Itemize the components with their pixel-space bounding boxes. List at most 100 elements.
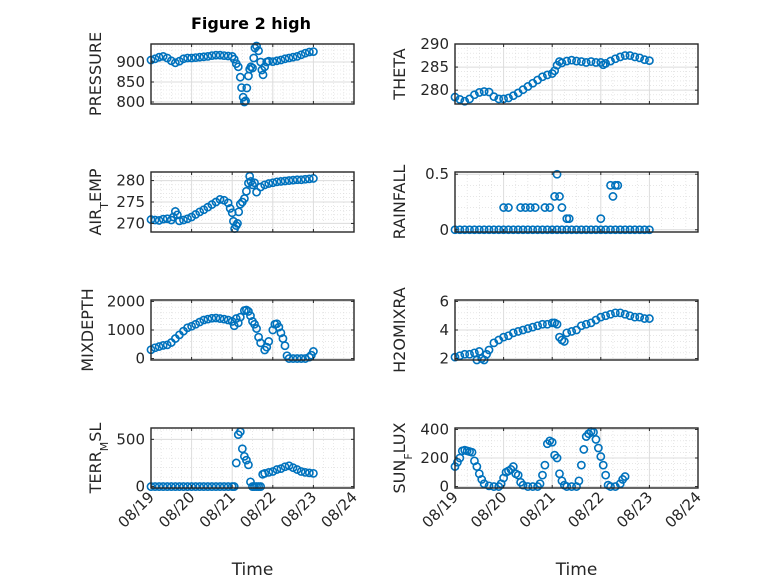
data-point [499,332,508,342]
data-point [179,215,188,225]
data-point [567,327,577,336]
data-point [620,472,630,481]
data-point [538,72,547,82]
data-point [523,225,533,235]
data-point [249,53,259,63]
y-tick-label: 0 [135,350,145,368]
data-point [199,315,209,325]
data-point [219,314,229,324]
data-point [211,50,221,60]
data-point [552,225,562,235]
data-point [239,97,249,107]
data-point [596,225,606,235]
y-tick-label: 285 [420,58,449,76]
data-point [233,62,243,72]
data-point [183,214,192,224]
data-point [272,56,282,66]
data-point [199,482,209,491]
data-point [237,83,246,92]
y-tick-label: 900 [116,53,145,71]
y-axis-label: H2OMIXRA [390,287,409,373]
data-point [620,225,630,235]
data-point [242,83,252,93]
data-point [465,349,474,359]
data-point [567,482,577,491]
data-point [272,465,282,474]
data-point [581,58,591,67]
data-point [557,58,567,68]
x-tick-label: 08/21 [516,488,559,531]
y-axis-label: SUNFLUX [390,422,415,493]
data-point [264,468,274,477]
y-tick-label: 850 [116,73,145,91]
data-point [613,180,623,190]
data-point [237,444,247,454]
data-point [516,203,526,212]
data-point [199,52,209,62]
data-point [252,324,261,333]
data-point [284,53,294,63]
data-point [567,55,577,65]
data-point [606,309,615,319]
data-point [453,457,462,467]
data-point [572,56,581,66]
data-point [562,328,572,338]
data-point [465,225,474,235]
data-point [244,307,253,316]
data-point [170,482,180,491]
data-point [211,313,221,323]
data-point [250,178,259,188]
data-point [645,225,654,235]
data-point [154,482,164,491]
data-point [288,175,298,185]
panel-3: 0 0.5 RAINFALL [390,165,699,239]
y-tick-label: 4 [439,321,449,339]
data-point [521,203,530,212]
x-axis-label: Time [231,560,274,580]
data-point [211,482,221,491]
data-point [304,174,314,184]
data-point [284,461,294,471]
data-point [494,225,504,235]
data-point [540,460,550,470]
data-point [552,453,562,463]
x-tick-label: 08/24 [318,488,361,531]
data-point [606,56,615,66]
data-point [256,482,266,491]
data-point [262,342,272,352]
data-point [276,55,286,65]
data-point [547,437,557,447]
data-point [547,225,557,235]
data-point [300,174,310,184]
y-tick-label: 500 [116,430,145,448]
data-point [528,225,538,235]
y-tick-label: 275 [116,193,145,211]
data-point [499,225,508,235]
data-point [530,203,540,212]
data-point [215,314,225,323]
data-point [272,177,282,187]
data-point [260,468,270,478]
y-axis-label: AIRTEMP [86,168,111,235]
data-point [484,345,494,355]
data-point [615,225,625,235]
data-point [482,349,491,359]
data-point [596,214,606,224]
data-point [246,62,256,72]
data-point [280,462,290,472]
y-axis-label: PRESSURE [86,32,105,116]
data-point [635,225,645,235]
data-point [154,342,164,351]
data-point [308,347,318,356]
data-point [467,447,477,457]
data-point [479,225,489,235]
data-point [508,225,518,235]
data-point [292,465,302,474]
data-point [610,225,620,235]
data-point [264,337,274,346]
data-point [567,225,577,235]
data-point [470,225,479,235]
data-point [591,435,601,444]
data-point [538,470,547,480]
